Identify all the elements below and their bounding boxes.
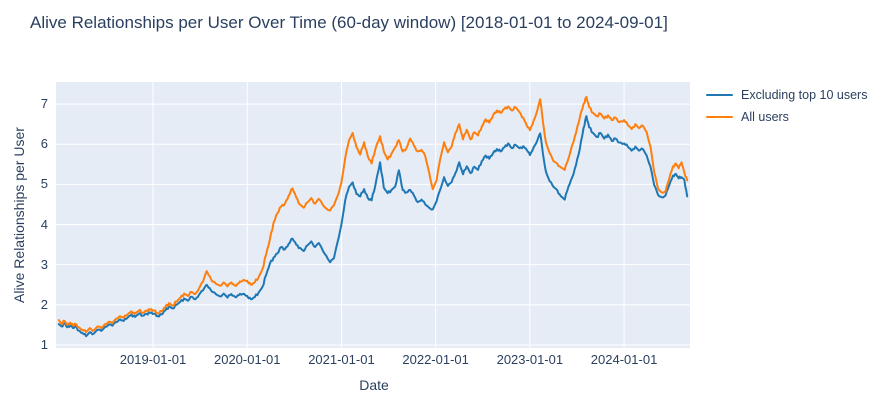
y-tick-label: 4 bbox=[40, 216, 48, 232]
y-tick-label: 7 bbox=[40, 96, 48, 112]
plot-area[interactable] bbox=[56, 82, 690, 348]
x-tick-label: 2021-01-01 bbox=[308, 352, 375, 367]
x-tick-label: 2024-01-01 bbox=[590, 352, 658, 367]
y-tick-label: 1 bbox=[40, 336, 48, 352]
x-tick-label: 2022-01-01 bbox=[402, 352, 469, 367]
y-tick-label: 3 bbox=[40, 256, 48, 272]
legend-line-swatch bbox=[706, 93, 733, 97]
series-line[interactable] bbox=[57, 115, 689, 338]
y-tick-label: 2 bbox=[40, 296, 48, 312]
series-line[interactable] bbox=[57, 95, 689, 334]
x-axis-title: Date bbox=[359, 377, 389, 393]
plot-background bbox=[56, 82, 690, 348]
y-axis-title: Alive Relationships per User bbox=[11, 127, 27, 303]
y-tick-label: 5 bbox=[40, 176, 48, 192]
y-tick-label: 6 bbox=[40, 136, 48, 152]
x-tick-label: 2019-01-01 bbox=[119, 352, 187, 367]
legend-item[interactable]: Excluding top 10 users bbox=[706, 84, 867, 106]
legend-label: Excluding top 10 users bbox=[741, 88, 868, 102]
legend-label: All users bbox=[741, 110, 789, 124]
x-tick-label: 2023-01-01 bbox=[496, 352, 564, 367]
x-tick-label: 2020-01-01 bbox=[213, 352, 281, 367]
legend: Excluding top 10 users All users bbox=[706, 84, 867, 128]
chart-canvas bbox=[56, 82, 690, 348]
legend-item[interactable]: All users bbox=[706, 106, 867, 128]
legend-line-swatch bbox=[706, 115, 733, 119]
chart-title: Alive Relationships per User Over Time (… bbox=[30, 13, 668, 32]
